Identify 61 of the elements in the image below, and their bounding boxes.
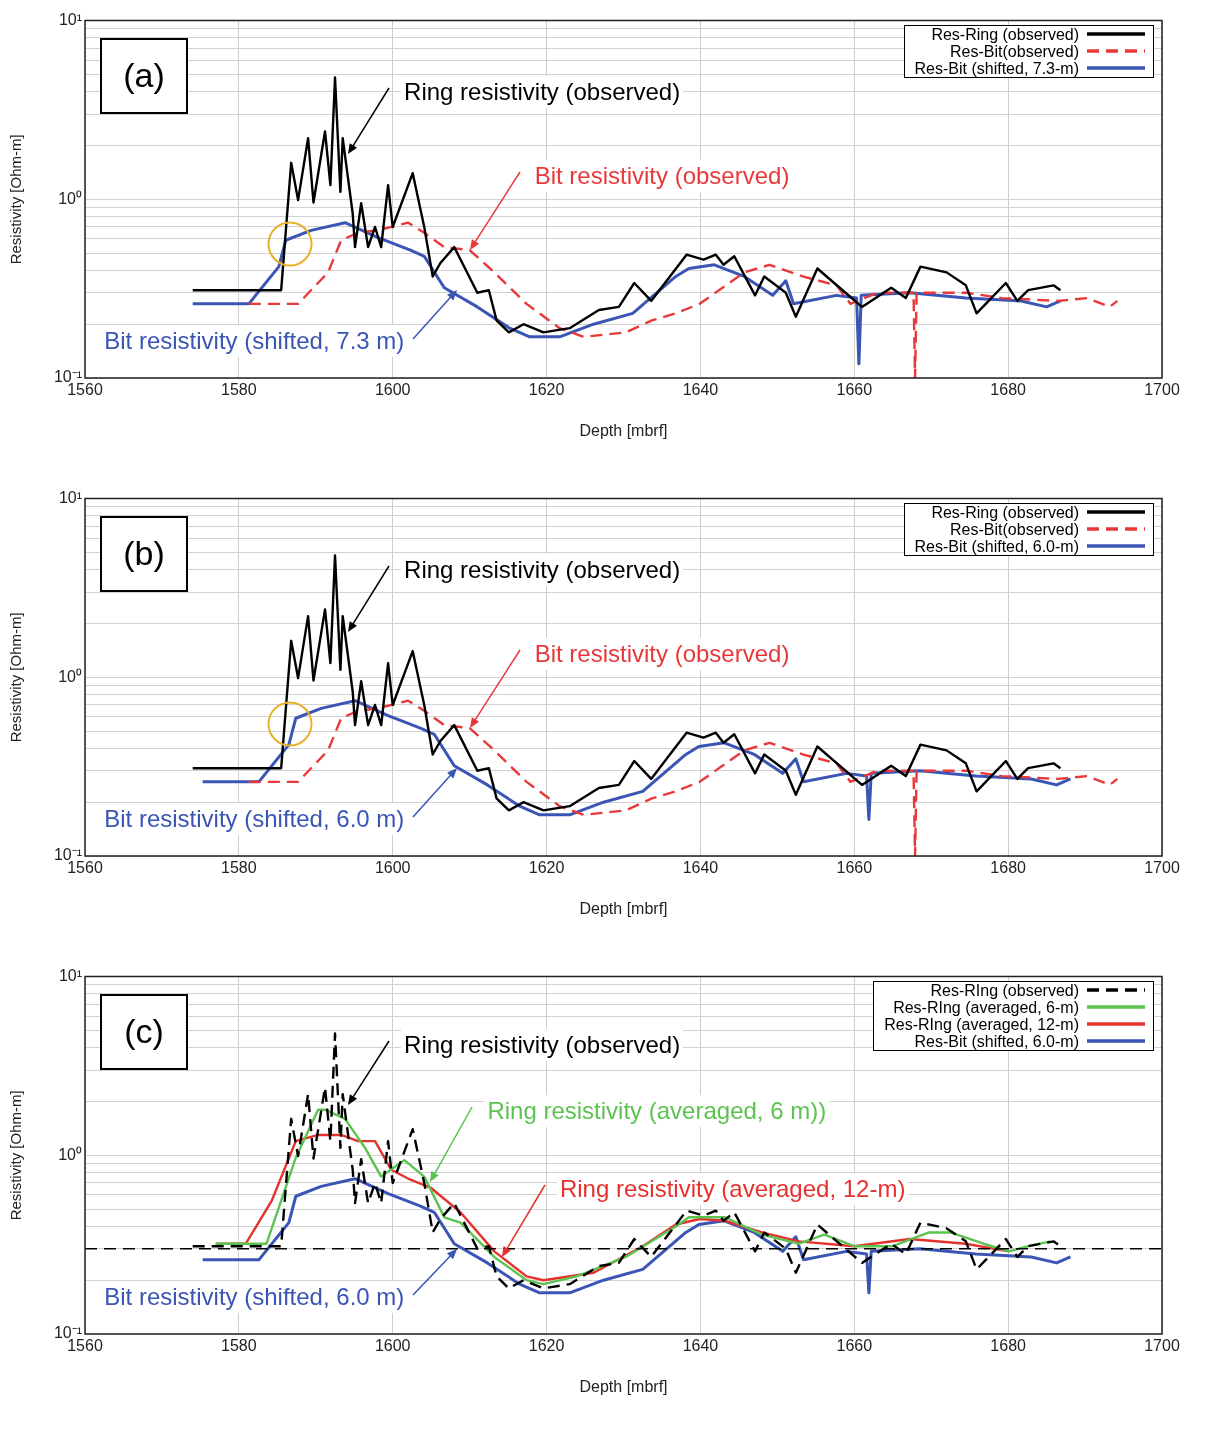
x-axis-title: Depth [mbrf] [579, 421, 668, 439]
y-tick-label: 10⁰ [58, 667, 82, 685]
x-tick-label: 1600 [374, 381, 411, 399]
annotation: Bit resistivity (shifted, 6.0 m) [101, 1280, 408, 1313]
x-tick-label: 1660 [836, 381, 873, 399]
x-tick-label: 1700 [1144, 381, 1180, 399]
legend-label: Res-RIng (averaged, 12-m) [884, 1015, 1079, 1033]
x-tick-label: 1660 [836, 1337, 873, 1355]
x-tick-label: 1600 [374, 859, 411, 877]
legend-label: Res-Ring (observed) [931, 503, 1079, 521]
x-tick-label: 1560 [67, 1337, 103, 1355]
y-axis-title: Resistivity [Ohm-m] [7, 134, 25, 265]
line-series [247, 699, 1119, 856]
x-tick-label: 1700 [1144, 859, 1180, 877]
annotation: Ring resistivity (observed) [401, 1029, 684, 1062]
x-tick-label: 1560 [67, 859, 103, 877]
x-tick-label: 1600 [374, 1337, 411, 1355]
x-tick-label: 1620 [528, 859, 565, 877]
y-tick-label: 10⁰ [58, 189, 82, 207]
x-tick-label: 1700 [1144, 1337, 1180, 1355]
x-tick-label: 1620 [528, 1337, 565, 1355]
y-axis-title: Resistivity [Ohm-m] [7, 1090, 25, 1221]
x-tick-label: 1680 [990, 381, 1027, 399]
annotation: Bit resistivity (shifted, 6.0 m) [101, 803, 408, 836]
x-tick-label: 1660 [836, 859, 873, 877]
legend-label: Res-RIng (observed) [930, 981, 1079, 999]
x-tick-label: 1680 [990, 859, 1027, 877]
y-axis-title: Resistivity [Ohm-m] [7, 612, 25, 743]
legend-label: Res-Bit (shifted, 7.3-m) [914, 59, 1079, 77]
annotation: Ring resistivity (averaged, 6 m)) [484, 1094, 830, 1127]
annotation: Bit resistivity (shifted, 7.3 m) [101, 325, 408, 358]
annotation: (a) [100, 37, 188, 114]
annotation: (c) [100, 993, 188, 1070]
annotation: (b) [100, 515, 188, 592]
annotation: Bit resistivity (observed) [531, 638, 793, 671]
x-axis-title: Depth [mbrf] [579, 1377, 668, 1395]
legend-label: Res-Bit(observed) [950, 520, 1079, 538]
x-tick-label: 1580 [221, 859, 257, 877]
x-tick-label: 1580 [221, 381, 257, 399]
x-tick-label: 1580 [221, 1337, 257, 1355]
annotation: Bit resistivity (observed) [531, 160, 793, 193]
x-tick-label: 1680 [990, 1337, 1027, 1355]
x-tick-label: 1640 [682, 1337, 719, 1355]
x-tick-label: 1560 [67, 381, 103, 399]
legend-label: Res-Bit (shifted, 6.0-m) [914, 537, 1079, 555]
x-tick-label: 1640 [682, 381, 719, 399]
legend-label: Res-Ring (observed) [931, 25, 1079, 43]
x-axis-title: Depth [mbrf] [579, 899, 668, 917]
y-tick-label: 10¹ [58, 967, 82, 985]
annotation: Ring resistivity (observed) [401, 553, 684, 586]
legend-label: Res-RIng (averaged, 6-m) [893, 998, 1079, 1016]
line-series [247, 221, 1119, 378]
annotation: Ring resistivity (observed) [401, 75, 684, 108]
y-tick-label: 10⁰ [58, 1145, 82, 1163]
x-tick-label: 1640 [682, 859, 719, 877]
legend-label: Res-Bit(observed) [950, 42, 1079, 60]
x-tick-label: 1620 [528, 381, 565, 399]
legend-label: Res-Bit (shifted, 6.0-m) [914, 1032, 1079, 1050]
y-tick-label: 10¹ [58, 489, 82, 507]
annotation: Ring resistivity (averaged, 12-m) [556, 1172, 909, 1205]
y-tick-label: 10¹ [58, 11, 82, 29]
